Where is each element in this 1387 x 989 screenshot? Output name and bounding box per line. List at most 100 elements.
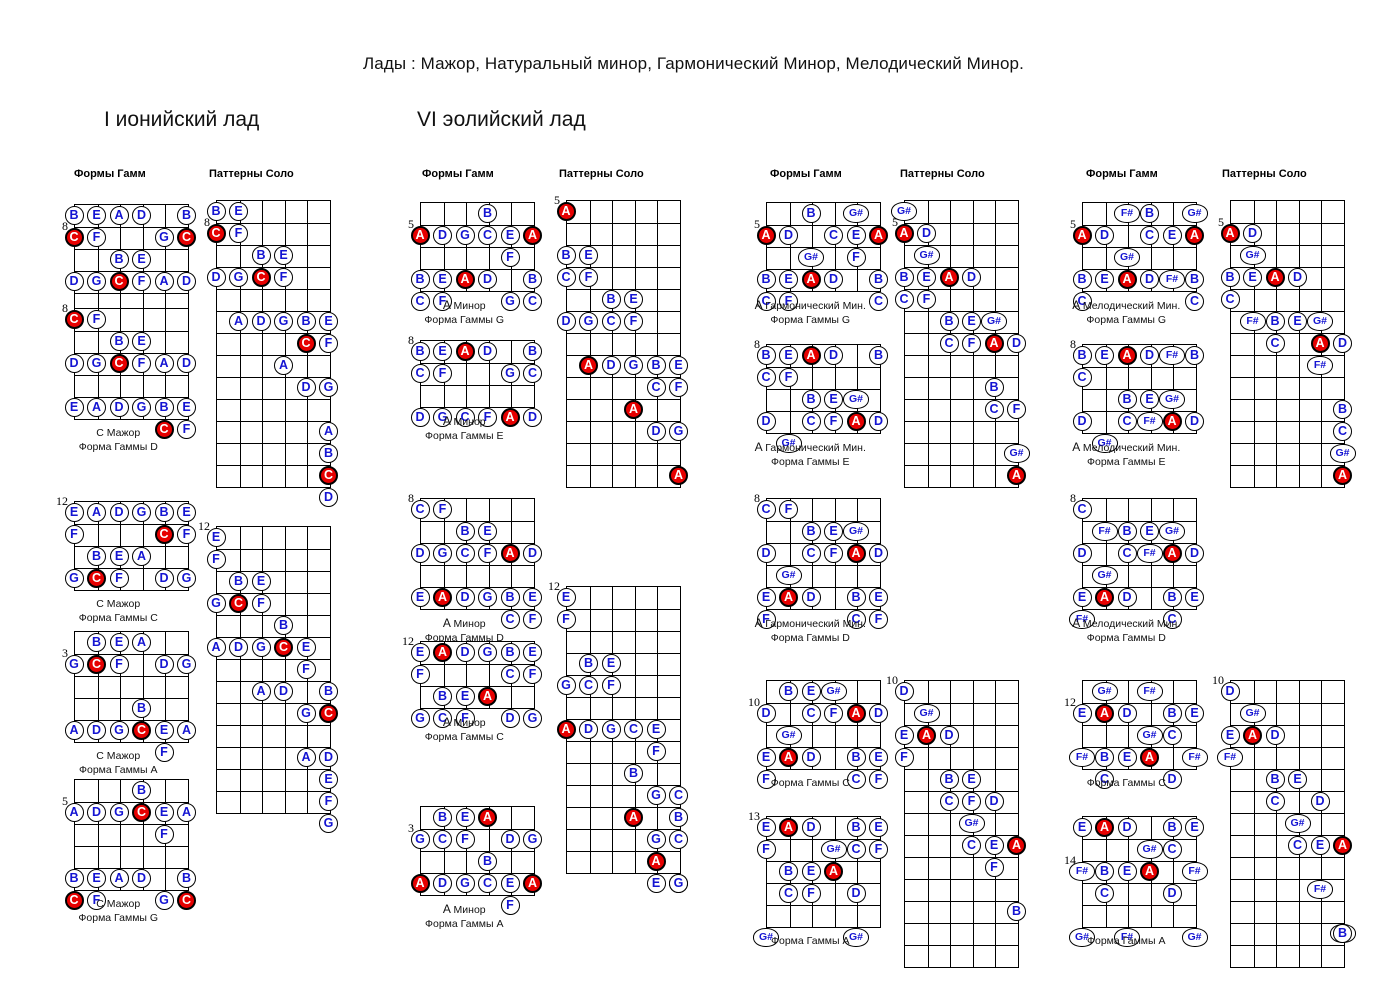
note-marker: C <box>1072 499 1092 519</box>
string-line <box>1231 421 1344 423</box>
note-marker: F# <box>1159 345 1185 365</box>
string-line <box>421 385 534 387</box>
note-marker: F# <box>1069 609 1095 629</box>
string-line <box>1231 747 1344 749</box>
fret-number: 5 <box>408 217 414 231</box>
note-marker: G# <box>1091 565 1118 585</box>
diagram-caption: C Мажор Форма Гаммы C <box>40 597 197 625</box>
note-marker: B <box>154 502 174 522</box>
root-note-marker: A <box>556 201 576 221</box>
string-line <box>421 521 534 523</box>
note-marker: C <box>1288 835 1307 855</box>
root-note-marker: C <box>109 353 129 373</box>
fret-line <box>612 201 614 487</box>
fret-number: 10 <box>748 695 760 709</box>
note-marker: E <box>962 769 981 789</box>
note-marker: G# <box>913 245 940 265</box>
note-marker: E <box>1185 587 1204 607</box>
note-marker: C <box>1162 725 1182 745</box>
root-note-marker: A <box>939 267 959 287</box>
note-marker: B <box>251 245 271 265</box>
note-marker: E <box>1310 835 1330 855</box>
note-marker: D <box>319 487 338 507</box>
note-marker: B <box>132 698 151 718</box>
fret-line <box>284 201 286 487</box>
note-marker: B <box>869 345 888 365</box>
note-marker: B <box>579 653 598 673</box>
note-marker: C <box>455 407 475 427</box>
string-line <box>567 333 680 335</box>
caption-form-name: Форма Гаммы E <box>1087 456 1166 468</box>
note-marker: E <box>64 502 84 522</box>
string-line <box>1083 587 1196 589</box>
string-line <box>217 615 330 617</box>
note-marker: A <box>251 681 271 701</box>
caption-form-name: Форма Гаммы G <box>1086 314 1167 326</box>
note-marker: G# <box>1239 703 1266 723</box>
note-marker: B <box>1095 747 1114 767</box>
note-marker: E <box>109 632 129 652</box>
string-line <box>905 923 1018 925</box>
note-marker: F# <box>1307 879 1333 899</box>
note-marker: E <box>109 546 129 566</box>
string-line <box>1083 389 1196 391</box>
note-marker: E <box>669 355 688 375</box>
fret-line <box>1253 681 1255 967</box>
string-line <box>767 587 880 589</box>
note-marker: F <box>523 609 542 629</box>
note-marker: F# <box>1217 747 1243 767</box>
string-line <box>1231 399 1344 401</box>
note-marker: G# <box>843 927 869 947</box>
note-marker: C <box>1095 883 1114 903</box>
caption-form-name: Форма Гаммы D <box>770 632 850 644</box>
note-marker: A <box>64 802 84 822</box>
caption-root-letter: A <box>442 616 454 630</box>
root-note-marker: A <box>624 399 643 419</box>
note-marker: F <box>296 659 316 679</box>
note-marker: G <box>646 785 666 805</box>
string-line <box>1083 269 1196 271</box>
note-marker: C <box>801 411 821 431</box>
note-marker: E <box>756 587 776 607</box>
note-marker: F <box>869 609 888 629</box>
root-note-marker: A <box>1265 267 1285 287</box>
note-marker: C <box>669 829 688 849</box>
note-marker: F <box>109 654 129 674</box>
note-marker: C <box>410 291 430 311</box>
root-note-marker: A <box>756 225 776 245</box>
string-line <box>567 785 680 787</box>
caption-scale-name: A Минор <box>442 298 486 312</box>
string-line <box>1231 245 1344 247</box>
note-marker: C <box>962 835 981 855</box>
note-marker: F <box>87 890 106 910</box>
note-marker: B <box>869 269 888 289</box>
fret-number: 5 <box>754 217 760 231</box>
note-marker: G# <box>798 247 824 267</box>
note-marker: F <box>154 742 174 762</box>
note-marker: A <box>229 311 248 331</box>
root-note-marker: C <box>206 223 226 243</box>
note-marker: F <box>556 609 576 629</box>
note-marker: C <box>601 311 621 331</box>
string-line <box>75 846 188 848</box>
root-note-marker: A <box>1095 817 1114 837</box>
caption-form-name: Форма Гаммы A <box>425 918 504 930</box>
note-marker: F# <box>1114 927 1140 947</box>
note-marker: C <box>1072 291 1092 311</box>
string-line <box>217 443 330 445</box>
note-marker: B <box>1117 521 1137 541</box>
note-marker: G# <box>1181 203 1208 223</box>
fret-line <box>262 201 264 487</box>
string-line <box>767 883 880 885</box>
note-marker: G <box>154 227 174 247</box>
string-line <box>905 879 1018 881</box>
note-marker: G <box>669 421 688 441</box>
note-marker: B <box>1162 587 1182 607</box>
note-marker: D <box>1072 543 1092 563</box>
note-marker: A <box>319 421 338 441</box>
fret-number: 12 <box>198 519 210 533</box>
string-line <box>75 524 188 526</box>
root-note-marker: A <box>801 269 821 289</box>
note-marker: E <box>433 269 452 289</box>
note-marker: E <box>646 719 666 739</box>
